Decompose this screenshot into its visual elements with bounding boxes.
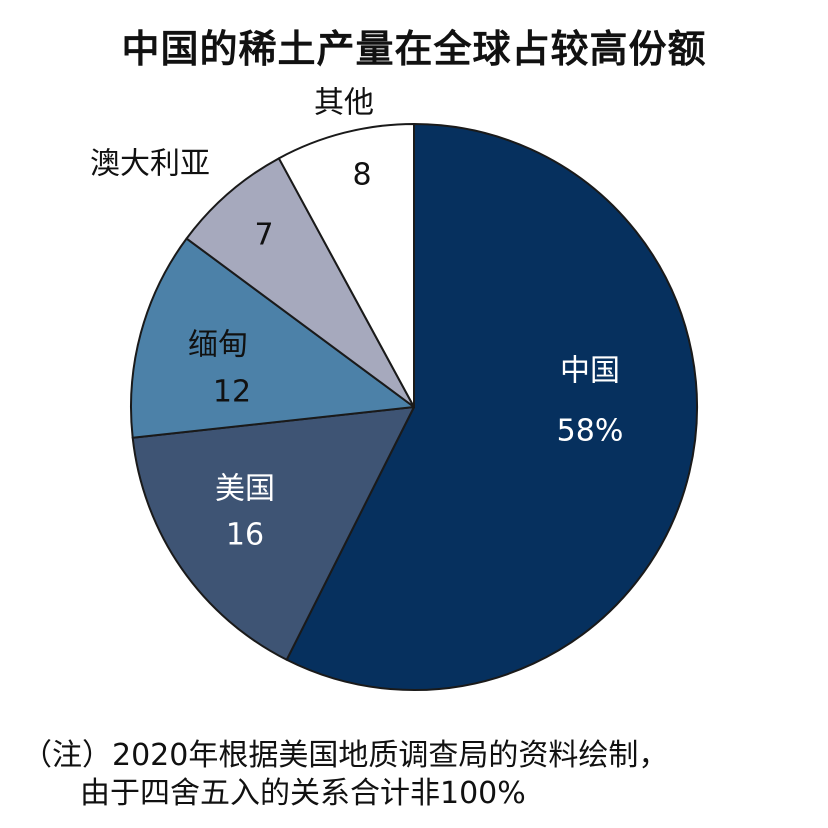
slice-name-label-1: 中国 [560,354,620,389]
slice-value-label-1: 58% [557,414,624,449]
pie-slices [130,123,698,691]
pie-slice-1 [285,123,698,691]
slice-name-label-3: 缅甸 [188,328,248,363]
slice-value-label-3: 12 [213,375,251,410]
slice-value-label-4: 7 [254,218,273,253]
footnote-line-2: 由于四舍五入的关系合计非100% [80,776,526,811]
pie-slice-4 [185,157,415,408]
slice-name-label-4: 澳大利亚 [90,147,210,182]
slice-name-label-2: 美国 [215,472,275,507]
slice-name-label-5: 其他 [314,86,374,121]
slice-value-label-5: 8 [352,158,371,193]
chart-title: 中国的稀土产量在全球占较高份额 [121,27,707,71]
pie-labels: 中国 58% 美国 16 缅甸 12 澳大利亚 7 其他 8 [90,86,623,553]
footnote-line-1: （注）2020年根据美国地质调查局的资料绘制， [22,738,669,773]
slice-value-label-2: 16 [226,518,264,553]
pie-slice-3 [130,237,415,439]
pie-slice-2 [131,406,415,661]
pie-slice-5 [277,123,415,408]
